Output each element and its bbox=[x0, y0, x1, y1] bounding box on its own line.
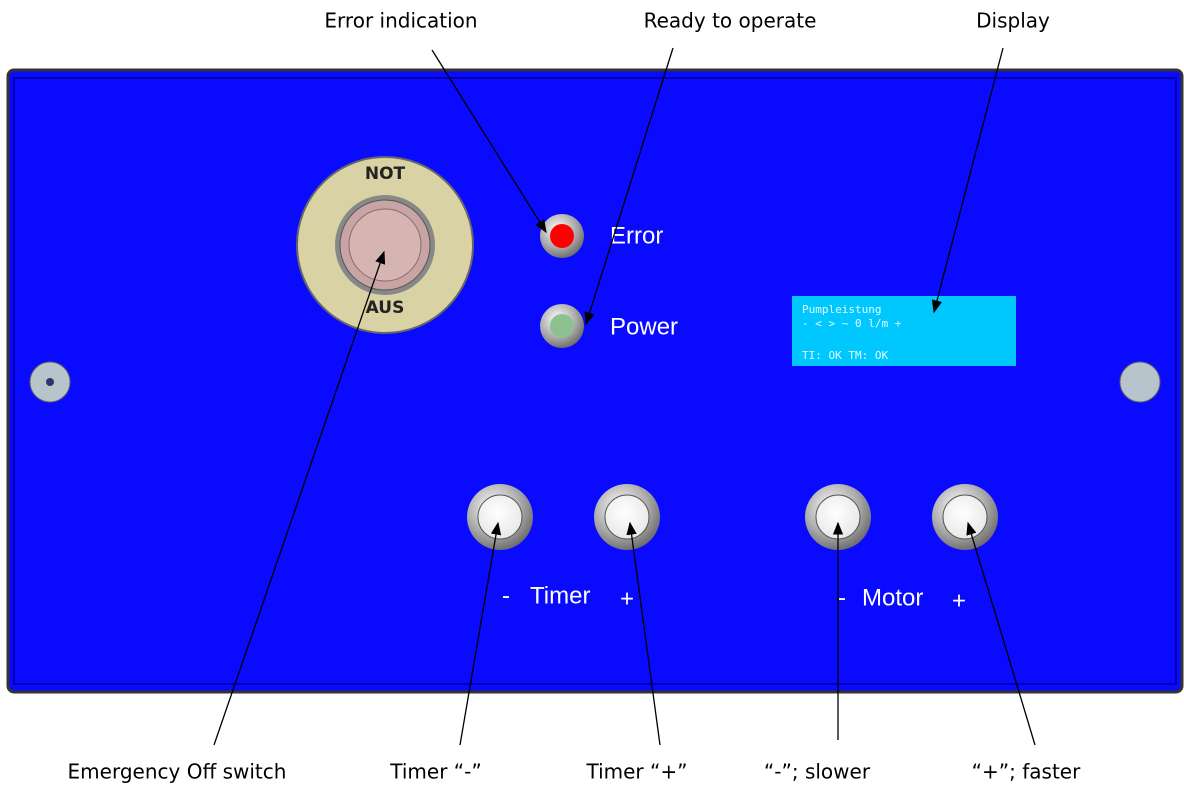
callout-bottom: Timer “-” bbox=[389, 760, 481, 784]
display-line: Pumpleistung bbox=[802, 303, 881, 316]
plus-label: + bbox=[620, 585, 634, 612]
callout-bottom: Timer “+” bbox=[585, 760, 687, 784]
callout-top: Display bbox=[976, 9, 1050, 33]
display-line: TI: OK TM: OK bbox=[802, 349, 888, 362]
callout-top: Ready to operate bbox=[644, 9, 817, 33]
display: Pumpleistung - < > ~ 0 l/m + TI: OK TM: … bbox=[792, 296, 1016, 366]
display-line: - < > ~ 0 l/m + bbox=[802, 317, 902, 330]
minus-label: - bbox=[838, 584, 846, 611]
callout-lines bbox=[213, 47, 1036, 746]
callout-top: Error indication bbox=[324, 9, 477, 33]
group-label: Timer bbox=[530, 582, 590, 609]
group-label: Motor bbox=[862, 584, 923, 611]
callouts: Error indication Ready to operate Displa… bbox=[68, 9, 1082, 784]
led-label: Error bbox=[610, 222, 663, 249]
plus-label: + bbox=[952, 587, 966, 614]
callout-bottom: Emergency Off switch bbox=[68, 760, 287, 784]
minus-label: - bbox=[502, 582, 510, 609]
switch-top: NOT bbox=[365, 164, 406, 184]
panel bbox=[6, 68, 1184, 694]
screws bbox=[29, 361, 1161, 403]
callout-bottom: “-”; slower bbox=[764, 760, 871, 784]
switch-bottom: AUS bbox=[366, 298, 405, 318]
callout-bottom: “+”; faster bbox=[972, 760, 1081, 784]
leds: Error Power bbox=[540, 214, 678, 348]
led-label: Power bbox=[610, 313, 678, 340]
emergency-switch: NOT AUS bbox=[296, 156, 474, 334]
